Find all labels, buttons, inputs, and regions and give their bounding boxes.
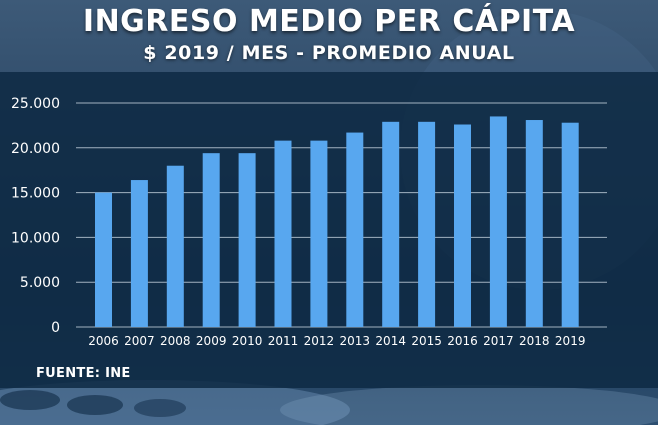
- bar-2016: [454, 124, 471, 327]
- x-tick-label: 2017: [483, 334, 514, 348]
- chart-subtitle: $ 2019 / MES - PROMEDIO ANUAL: [143, 42, 515, 64]
- y-tick-label: 20.000: [11, 141, 60, 157]
- bar-2014: [382, 121, 400, 327]
- x-tick-label: 2015: [411, 334, 442, 348]
- bar-2015: [418, 121, 436, 327]
- bar-2009: [202, 153, 220, 327]
- x-tick-label: 2013: [340, 334, 371, 348]
- gridlines: [76, 102, 607, 328]
- bar-2012: [310, 140, 328, 327]
- x-tick-label: 2007: [124, 334, 155, 348]
- bar-2017: [489, 116, 507, 327]
- x-tick-label: 2010: [232, 334, 263, 348]
- bar-2013: [346, 132, 364, 327]
- bar-2011: [274, 140, 292, 327]
- y-tick-label: 0: [51, 320, 60, 336]
- bar-2006: [95, 192, 112, 327]
- x-tick-label: 2016: [447, 334, 478, 348]
- x-tick-label: 2019: [555, 334, 586, 348]
- source-note: FUENTE: INE: [36, 366, 131, 381]
- x-tick-label: 2008: [160, 334, 191, 348]
- x-tick-label: 2006: [88, 334, 119, 348]
- y-axis-ticks: 0 5.000 10.000 15.000 20.000 25.000: [11, 96, 60, 336]
- y-tick-label: 10.000: [11, 230, 60, 246]
- x-tick-label: 2009: [196, 334, 227, 348]
- chart-title: INGRESO MEDIO PER CÁPITA: [82, 4, 576, 39]
- x-tick-label: 2018: [519, 334, 550, 348]
- x-tick-label: 2012: [304, 334, 335, 348]
- bars: [95, 116, 579, 327]
- y-tick-label: 25.000: [11, 96, 60, 112]
- bar-2008: [166, 165, 184, 327]
- bar-2007: [130, 180, 148, 327]
- y-tick-label: 15.000: [11, 186, 60, 202]
- bar-2010: [238, 153, 256, 327]
- x-tick-label: 2011: [268, 334, 299, 348]
- x-tick-label: 2014: [375, 334, 406, 348]
- bar-2019: [561, 122, 579, 327]
- bar-2018: [525, 120, 543, 327]
- x-axis-ticks: 2006 2007 2008 2009 2010 2011 2012 2013 2014 2015…: [88, 334, 585, 348]
- y-tick-label: 5.000: [20, 275, 60, 291]
